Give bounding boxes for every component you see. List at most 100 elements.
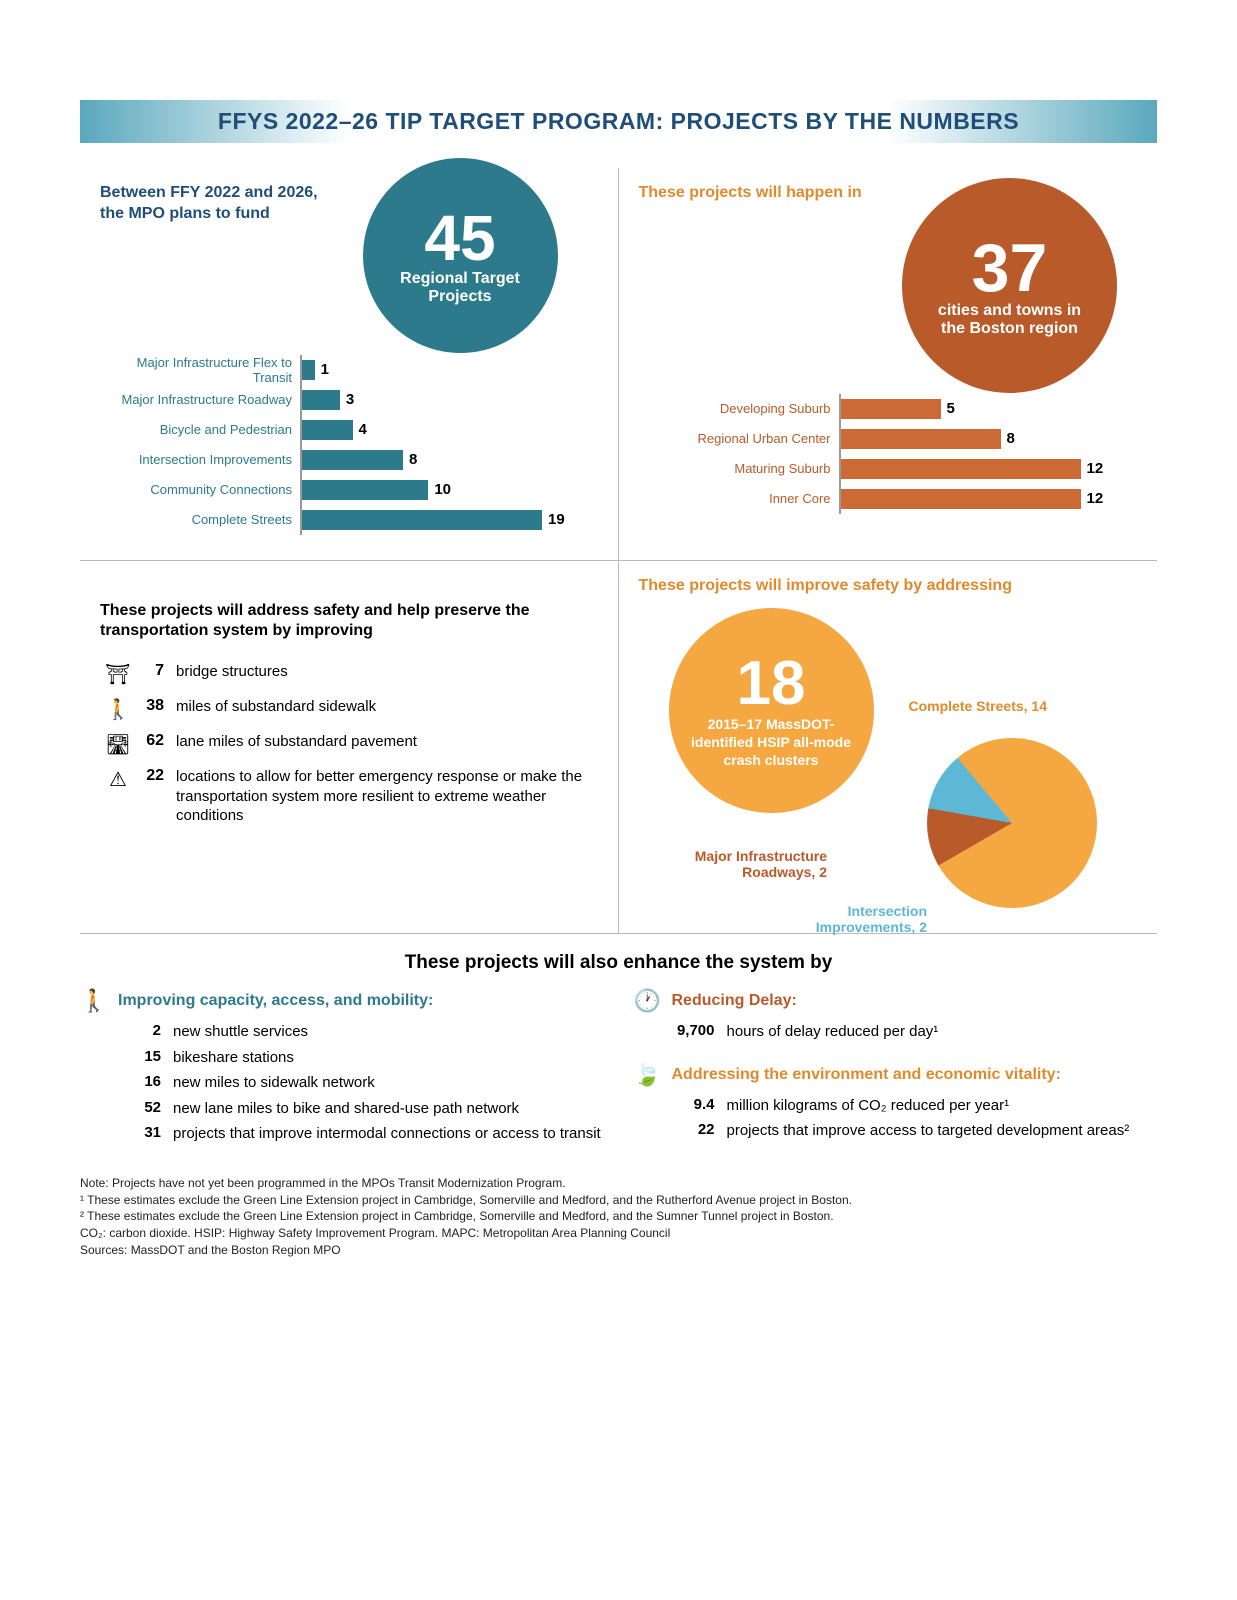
footnote-line: Note: Projects have not yet been program…	[80, 1175, 1157, 1192]
stat-row: ⛩ 7 bridge structures	[100, 662, 598, 687]
footnote-line: Sources: MassDOT and the Boston Region M…	[80, 1242, 1157, 1259]
category-title: Reducing Delay:	[672, 992, 797, 1010]
bar-value: 4	[359, 421, 367, 438]
metric-value: 2	[118, 1022, 173, 1042]
stat-icon: 🚶	[100, 697, 136, 722]
metric-row: 2 new shuttle services	[118, 1022, 604, 1042]
q2-circle-label: cities and towns in the Boston region	[935, 302, 1085, 338]
bar-label: Bicycle and Pedestrian	[100, 422, 300, 437]
metric-text: bikeshare stations	[173, 1048, 604, 1068]
bar	[302, 390, 340, 410]
category-heading: 🍃 Addressing the environment and economi…	[634, 1062, 1158, 1088]
q1-bar-chart: Major Infrastructure Flex to Transit1Maj…	[100, 355, 598, 535]
bar-value: 1	[321, 361, 329, 378]
bar-area: 12	[839, 454, 1138, 484]
bar-value: 8	[409, 451, 417, 468]
metric-value: 15	[118, 1048, 173, 1068]
bar-area: 8	[300, 445, 598, 475]
metric-text: hours of delay reduced per day¹	[727, 1022, 1158, 1042]
bar-label: Major Infrastructure Roadway	[100, 392, 300, 407]
metric-row: 15 bikeshare stations	[118, 1048, 604, 1068]
q1-circle-label: Regional Target Projects	[395, 270, 525, 306]
stat-text: miles of substandard sidewalk	[176, 697, 598, 717]
bar-label: Intersection Improvements	[100, 452, 300, 467]
bar	[302, 510, 542, 530]
q2-circle: 37 cities and towns in the Boston region	[902, 178, 1117, 393]
q1-circle: 45 Regional Target Projects	[363, 158, 558, 353]
q2-bar-chart: Developing Suburb5Regional Urban Center8…	[639, 394, 1138, 514]
footnote-line: ¹ These estimates exclude the Green Line…	[80, 1192, 1157, 1209]
metric-text: projects that improve intermodal connect…	[173, 1124, 604, 1144]
q3-intro: These projects will address safety and h…	[100, 601, 598, 643]
stat-value: 62	[136, 732, 176, 750]
bar-row: Regional Urban Center 8	[639, 424, 1138, 454]
bar-row: Community Connections10	[100, 475, 598, 505]
bar-value: 12	[1087, 490, 1104, 507]
metric-text: new miles to sidewalk network	[173, 1073, 604, 1093]
q1-circle-value: 45	[424, 206, 495, 270]
footnote-line: ² These estimates exclude the Green Line…	[80, 1208, 1157, 1225]
stat-text: lane miles of substandard pavement	[176, 732, 598, 752]
metric-text: new shuttle services	[173, 1022, 604, 1042]
q2-circle-value: 37	[972, 234, 1048, 302]
bar-area: 3	[300, 385, 598, 415]
bar-row: Intersection Improvements 8	[100, 445, 598, 475]
footnote-line: CO₂: carbon dioxide. HSIP: Highway Safet…	[80, 1225, 1157, 1242]
q4-pie-area: 18 2015–17 MassDOT-identified HSIP all-m…	[639, 608, 1138, 908]
metric-row: 9.4 million kilograms of CO₂ reduced per…	[672, 1096, 1158, 1116]
bar-label: Major Infrastructure Flex to Transit	[100, 355, 300, 385]
q4-pie-chart: Complete Streets, 14Major Infrastructure…	[927, 738, 1097, 908]
bar-label: Maturing Suburb	[639, 461, 839, 476]
bar-area: 19	[300, 505, 598, 535]
stat-value: 38	[136, 697, 176, 715]
bar-value: 19	[548, 511, 565, 528]
bar-value: 8	[1007, 430, 1015, 447]
stat-icon: ⛩	[100, 662, 136, 687]
bar	[302, 450, 403, 470]
category-heading: 🕐 Reducing Delay:	[634, 988, 1158, 1014]
metric-value: 22	[672, 1121, 727, 1141]
metric-text: new lane miles to bike and shared-use pa…	[173, 1099, 604, 1119]
bar-label: Developing Suburb	[639, 401, 839, 416]
q4-circle: 18 2015–17 MassDOT-identified HSIP all-m…	[669, 608, 874, 813]
stat-row: 🚶 38 miles of substandard sidewalk	[100, 697, 598, 722]
bar	[302, 420, 353, 440]
q1-intro: Between FFY 2022 and 2026, the MPO plans…	[100, 183, 320, 225]
metric-row: 22 projects that improve access to targe…	[672, 1121, 1158, 1141]
footnotes: Note: Projects have not yet been program…	[80, 1175, 1157, 1259]
metric-list: 9,700 hours of delay reduced per day¹	[634, 1022, 1158, 1042]
bar-label: Complete Streets	[100, 512, 300, 527]
stat-icon: ⚠	[100, 767, 136, 792]
metric-value: 31	[118, 1124, 173, 1144]
quadrant-2: These projects will happen in 37 cities …	[619, 168, 1158, 561]
bar	[841, 489, 1081, 509]
bar-area: 1	[300, 355, 598, 385]
quadrant-1: Between FFY 2022 and 2026, the MPO plans…	[80, 168, 619, 561]
bar-label: Inner Core	[639, 491, 839, 506]
category-title: Improving capacity, access, and mobility…	[118, 992, 433, 1010]
metric-value: 16	[118, 1073, 173, 1093]
stat-row: ⚠ 22 locations to allow for better emerg…	[100, 767, 598, 826]
metric-row: 16 new miles to sidewalk network	[118, 1073, 604, 1093]
category-icon: 🚶	[80, 988, 108, 1014]
metric-row: 52 new lane miles to bike and shared-use…	[118, 1099, 604, 1119]
metric-row: 31 projects that improve intermodal conn…	[118, 1124, 604, 1144]
stat-value: 7	[136, 662, 176, 680]
bar	[302, 480, 428, 500]
pie-label: Intersection Improvements, 2	[747, 903, 927, 935]
bar-row: Bicycle and Pedestrian 4	[100, 415, 598, 445]
bar-row: Major Infrastructure Flex to Transit 1	[100, 355, 598, 385]
metric-text: million kilograms of CO₂ reduced per yea…	[727, 1096, 1158, 1116]
bar	[302, 360, 315, 380]
bar-row: Major Infrastructure Roadway3	[100, 385, 598, 415]
bar-area: 4	[300, 415, 598, 445]
bar-area: 10	[300, 475, 598, 505]
metric-value: 9,700	[672, 1022, 727, 1042]
category-icon: 🍃	[634, 1062, 662, 1088]
stat-icon: 🛣	[100, 732, 136, 757]
metric-row: 9,700 hours of delay reduced per day¹	[672, 1022, 1158, 1042]
metric-text: projects that improve access to targeted…	[727, 1121, 1158, 1141]
quadrant-grid: Between FFY 2022 and 2026, the MPO plans…	[80, 168, 1157, 934]
bar-label: Regional Urban Center	[639, 431, 839, 446]
bar-value: 12	[1087, 460, 1104, 477]
